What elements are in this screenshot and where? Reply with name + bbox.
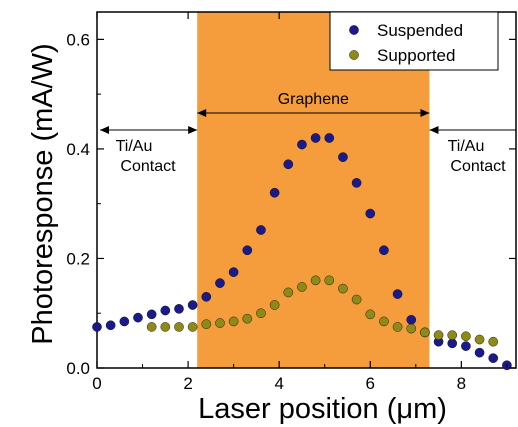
right-contact-label-line1: Ti/Au <box>448 138 485 155</box>
point-suspended-26 <box>447 338 458 349</box>
point-supported-17 <box>379 316 389 327</box>
legend-box <box>329 11 499 71</box>
x-tick-label-4: 8 <box>457 374 466 393</box>
point-suspended-19 <box>351 178 362 188</box>
point-suspended-13 <box>269 187 280 198</box>
point-supported-13 <box>324 275 335 286</box>
point-supported-23 <box>461 331 471 342</box>
point-supported-16 <box>365 309 376 320</box>
point-supported-10 <box>283 287 294 298</box>
left-contact-label-line2: Contact <box>120 158 176 175</box>
point-supported-0 <box>146 322 157 332</box>
right-contact-arrowhead-left <box>429 126 439 134</box>
point-supported-21 <box>433 330 444 340</box>
y-tick-label-0: 0.0 <box>66 359 90 378</box>
point-supported-24 <box>474 334 485 345</box>
legend-label-supported: Supported <box>377 46 455 65</box>
left-contact-arrowhead-right <box>188 126 198 134</box>
graphene-region <box>197 12 430 368</box>
y-tick-label-2: 0.4 <box>66 140 90 159</box>
point-supported-22 <box>447 330 458 340</box>
y-tick-label-1: 0.2 <box>66 249 90 268</box>
point-suspended-0 <box>92 322 102 332</box>
point-suspended-16 <box>310 133 321 143</box>
x-axis-title: Laser position (μm) <box>198 393 447 425</box>
point-supported-6 <box>228 316 239 327</box>
point-supported-3 <box>187 322 198 332</box>
point-suspended-7 <box>187 300 198 310</box>
legend-label-suspended: Suspended <box>377 21 463 40</box>
point-supported-18 <box>392 322 403 332</box>
point-supported-8 <box>256 308 266 319</box>
point-suspended-20 <box>365 208 376 219</box>
legend-marker-suspended <box>349 25 359 35</box>
point-suspended-8 <box>201 291 212 302</box>
graphene-arrowhead-left <box>197 109 207 117</box>
point-supported-2 <box>174 322 184 332</box>
y-tick-label-3: 0.6 <box>66 30 90 49</box>
point-supported-11 <box>297 282 307 292</box>
legend: Suspended Supported <box>329 11 499 71</box>
point-supported-7 <box>242 313 253 324</box>
point-suspended-6 <box>174 304 184 314</box>
point-supported-19 <box>406 323 417 334</box>
right-contact-label-line2: Contact <box>450 158 506 175</box>
point-suspended-10 <box>228 267 239 277</box>
x-tick-label-0: 0 <box>92 374 101 393</box>
data-points <box>92 133 512 371</box>
point-supported-14 <box>338 283 348 294</box>
left-contact-label-line1: Ti/Au <box>116 138 153 155</box>
x-tick-label-3: 6 <box>366 374 375 393</box>
point-suspended-29 <box>488 353 499 363</box>
graphene-label: Graphene <box>278 91 349 108</box>
point-suspended-5 <box>160 305 171 316</box>
point-suspended-2 <box>119 316 130 327</box>
point-supported-4 <box>201 319 212 329</box>
point-suspended-27 <box>461 341 471 351</box>
point-suspended-1 <box>105 320 116 331</box>
point-suspended-28 <box>474 347 485 358</box>
point-supported-1 <box>160 322 171 332</box>
point-supported-15 <box>351 294 362 305</box>
point-supported-20 <box>420 327 430 338</box>
point-suspended-15 <box>297 139 307 150</box>
point-supported-25 <box>488 336 499 347</box>
point-supported-5 <box>215 318 225 328</box>
point-suspended-9 <box>215 278 225 288</box>
point-suspended-21 <box>379 245 389 256</box>
x-tick-label-1: 2 <box>183 374 192 393</box>
point-suspended-3 <box>133 312 143 323</box>
axis-ticks: 0 2 4 6 8 0.0 0.2 0.4 0.6 <box>66 12 516 393</box>
legend-marker-supported <box>349 50 359 60</box>
point-suspended-14 <box>283 159 294 170</box>
point-suspended-12 <box>256 225 266 235</box>
point-suspended-23 <box>406 315 417 325</box>
x-tick-label-2: 4 <box>274 374 283 393</box>
point-supported-12 <box>310 275 321 286</box>
y-axis-title: Photoresponse (mA/W) <box>27 43 59 344</box>
point-suspended-4 <box>146 309 157 320</box>
point-suspended-11 <box>242 245 253 256</box>
left-contact-arrowhead-left <box>100 126 109 134</box>
point-suspended-17 <box>324 133 335 143</box>
point-suspended-22 <box>392 289 403 299</box>
graphene-arrowhead-right <box>420 109 430 117</box>
annotations: Graphene Ti/Au Contact Ti/Au Contact <box>100 91 516 175</box>
plot-frame <box>96 11 517 369</box>
point-suspended-18 <box>338 152 348 162</box>
point-supported-9 <box>269 300 280 310</box>
